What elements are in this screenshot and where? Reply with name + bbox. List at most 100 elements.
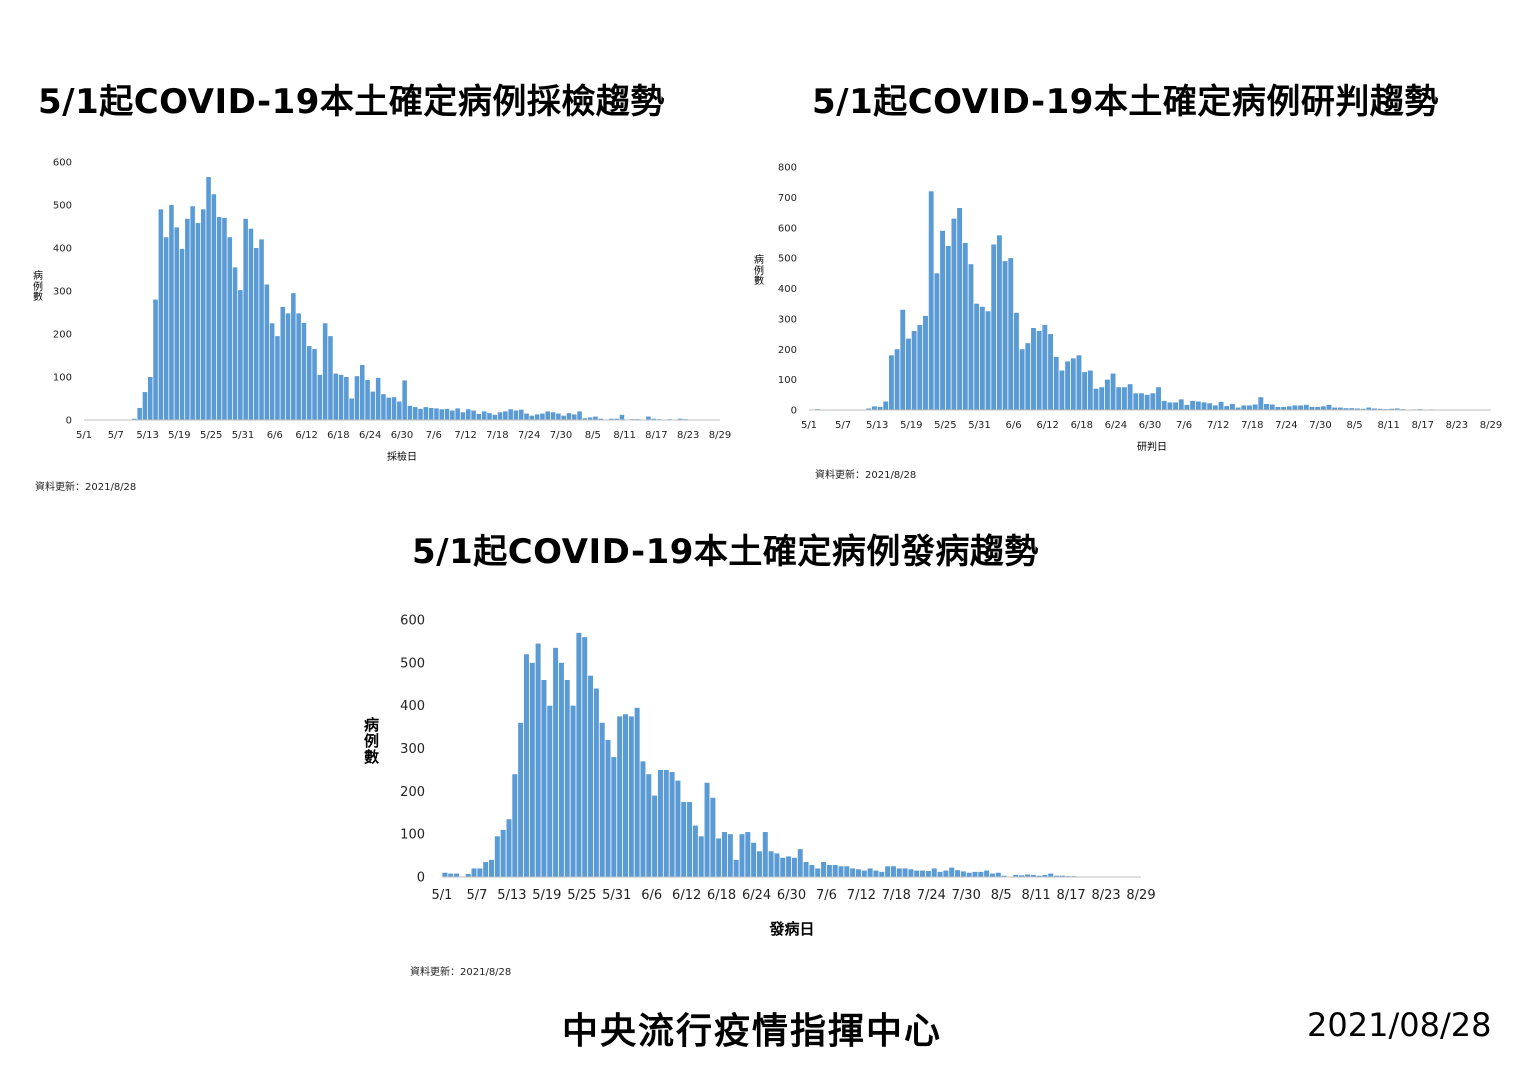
bar <box>259 239 264 420</box>
bar <box>861 870 867 877</box>
bar <box>153 299 158 420</box>
bar <box>1269 404 1275 410</box>
bar <box>937 871 943 877</box>
x-tick-label: 7/24 <box>1275 420 1297 431</box>
bar <box>803 862 809 877</box>
bar <box>553 647 559 877</box>
bar <box>821 862 827 877</box>
bar <box>222 217 227 420</box>
bar <box>500 829 506 877</box>
x-tick-label: 6/18 <box>1071 420 1093 431</box>
bar <box>774 853 780 877</box>
x-tick-label: 8/29 <box>709 430 731 441</box>
bar <box>923 315 928 410</box>
bar <box>471 410 476 420</box>
bar <box>381 394 386 420</box>
bar <box>508 409 513 420</box>
x-tick-label: 6/30 <box>777 888 806 903</box>
x-tick-label: 6/24 <box>742 888 771 903</box>
bar <box>1201 402 1207 410</box>
bar <box>333 373 339 420</box>
x-tick-label: 8/5 <box>991 888 1012 903</box>
bar <box>1042 874 1048 877</box>
bar <box>503 411 508 420</box>
bar <box>534 414 540 420</box>
bar <box>269 323 275 420</box>
bar <box>972 871 978 877</box>
bar <box>733 859 739 877</box>
bar <box>1093 388 1099 410</box>
bar <box>1360 408 1366 410</box>
bar <box>497 412 503 420</box>
bar <box>1054 875 1060 877</box>
bar <box>879 871 885 877</box>
bar <box>465 874 471 877</box>
bar <box>541 679 547 877</box>
x-tick-label: 6/30 <box>391 430 413 441</box>
bar <box>132 418 137 420</box>
y-tick-label: 500 <box>778 254 797 265</box>
x-tick-label: 5/25 <box>934 420 956 431</box>
x-tick-label: 7/6 <box>816 888 837 903</box>
bar <box>1298 405 1304 410</box>
x-tick-label: 8/29 <box>1126 888 1155 903</box>
bar <box>957 208 963 410</box>
bar <box>1099 387 1105 410</box>
x-axis-label: 研判日 <box>1137 442 1167 453</box>
bar <box>1070 358 1076 410</box>
x-tick-label: 7/18 <box>1241 420 1263 431</box>
y-tick-label: 100 <box>778 375 797 386</box>
y-tick-label: 600 <box>778 223 797 234</box>
bar <box>1048 334 1053 410</box>
bar <box>739 834 745 877</box>
bar <box>1014 312 1019 410</box>
bar <box>1173 402 1179 410</box>
bar <box>434 408 439 420</box>
bar <box>687 802 693 877</box>
bar <box>894 349 900 410</box>
x-axis-label: 發病日 <box>769 920 815 938</box>
bar <box>349 398 354 420</box>
bar <box>890 866 896 877</box>
y-tick-label: 0 <box>66 416 72 427</box>
bar <box>906 338 911 410</box>
bar <box>985 311 991 410</box>
bar <box>634 707 640 877</box>
bar <box>423 407 429 420</box>
bar <box>978 871 984 877</box>
bar <box>651 418 657 420</box>
bar <box>871 406 877 410</box>
bar <box>1258 397 1264 410</box>
bar <box>1218 401 1224 410</box>
bar <box>677 418 683 420</box>
bar <box>365 380 370 420</box>
bar <box>450 410 455 420</box>
x-tick-label: 8/5 <box>1347 420 1363 431</box>
bar <box>524 413 529 420</box>
bar <box>137 407 142 420</box>
bar <box>1024 874 1030 877</box>
bar <box>169 205 174 420</box>
bar <box>826 865 832 877</box>
y-tick-label: 100 <box>53 373 72 384</box>
bar <box>1110 373 1116 410</box>
x-tick-label: 5/19 <box>532 888 561 903</box>
bar <box>1343 408 1349 410</box>
bar <box>928 191 934 410</box>
bar <box>797 849 803 877</box>
bar <box>506 819 512 877</box>
bar <box>1184 404 1190 410</box>
x-tick-label: 6/6 <box>641 888 662 903</box>
bar <box>448 873 454 877</box>
x-tick-label: 5/13 <box>497 888 526 903</box>
bar <box>158 209 164 420</box>
bar <box>593 688 599 877</box>
bar <box>1144 394 1150 410</box>
x-tick-label: 7/18 <box>486 430 508 441</box>
bar <box>704 782 710 877</box>
bar <box>663 769 669 877</box>
bar <box>588 675 594 877</box>
y-tick-label: 700 <box>778 193 797 204</box>
bar <box>248 228 254 420</box>
bar <box>1303 404 1309 410</box>
